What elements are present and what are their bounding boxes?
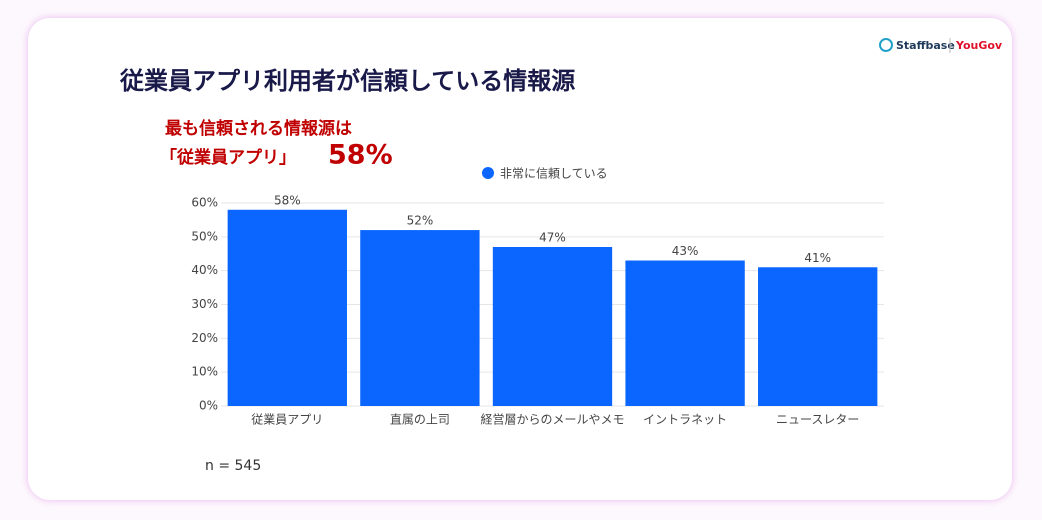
partner: YouGov bbox=[955, 39, 1003, 52]
brand-icon bbox=[879, 38, 893, 52]
data-label: 58% bbox=[274, 193, 301, 207]
x-tick-label: 直属の上司 bbox=[390, 413, 450, 427]
y-tick-label: 30% bbox=[191, 297, 218, 311]
data-label: 41% bbox=[804, 251, 831, 265]
bar bbox=[492, 246, 613, 406]
bar bbox=[227, 209, 347, 406]
bar bbox=[625, 260, 745, 406]
x-tick-label: イントラネット bbox=[643, 413, 727, 427]
y-tick-label: 0% bbox=[199, 399, 218, 413]
data-label: 52% bbox=[407, 214, 434, 228]
x-tick-label: ニュースレター bbox=[776, 413, 859, 427]
bar bbox=[360, 230, 480, 406]
annotation: 「従業員アプリ」 bbox=[160, 147, 296, 168]
x-tick-label: 経営層からのメールやメモ bbox=[480, 413, 624, 427]
data-label: 47% bbox=[539, 230, 566, 244]
x-tick-label: 従業員アプリ bbox=[251, 413, 323, 427]
chart-title: 従業員アプリ利用者が信頼している情報源 bbox=[119, 67, 575, 95]
legend-label: 非常に信頼している bbox=[500, 167, 608, 181]
bar bbox=[758, 267, 878, 406]
data-label: 43% bbox=[672, 244, 699, 258]
y-tick-label: 50% bbox=[191, 229, 218, 243]
logos: Staffbase YouGov bbox=[879, 38, 1003, 53]
note: n = 545 bbox=[205, 458, 261, 474]
annotation-highlight: 58% bbox=[328, 140, 393, 171]
legend-swatch bbox=[482, 167, 494, 179]
brand: Staffbase bbox=[896, 39, 955, 52]
y-tick-label: 20% bbox=[191, 331, 218, 345]
y-tick-label: 40% bbox=[191, 263, 218, 277]
annotation: 最も信頼される情報源は bbox=[165, 118, 352, 139]
y-tick-label: 10% bbox=[191, 365, 218, 379]
y-tick-label: 60% bbox=[191, 196, 218, 210]
